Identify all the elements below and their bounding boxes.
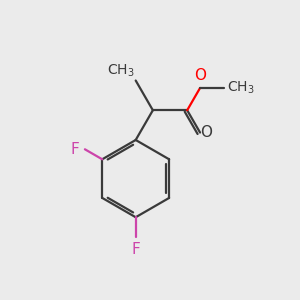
Text: CH$_3$: CH$_3$ — [227, 79, 255, 96]
Text: O: O — [194, 68, 206, 83]
Text: CH$_3$: CH$_3$ — [106, 63, 134, 79]
Text: O: O — [200, 125, 212, 140]
Text: F: F — [71, 142, 80, 157]
Text: F: F — [131, 242, 140, 257]
